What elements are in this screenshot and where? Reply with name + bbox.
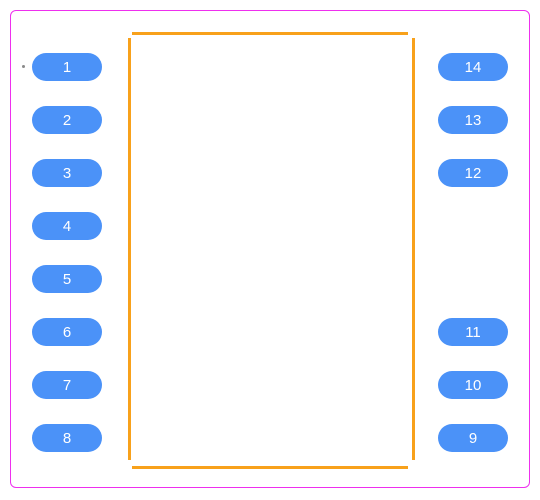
body-left-line xyxy=(128,38,131,460)
pad-2: 2 xyxy=(32,106,102,134)
pad-label: 1 xyxy=(63,59,71,76)
pad-label: 3 xyxy=(63,165,71,182)
pad-label: 11 xyxy=(465,324,481,341)
pad-5: 5 xyxy=(32,265,102,293)
pad-label: 7 xyxy=(63,377,71,394)
pad-1: 1 xyxy=(32,53,102,81)
pad-label: 6 xyxy=(63,324,71,341)
pad-13: 13 xyxy=(438,106,508,134)
body-right-line xyxy=(412,38,415,460)
pad-8: 8 xyxy=(32,424,102,452)
pad-6: 6 xyxy=(32,318,102,346)
pad-label: 13 xyxy=(465,112,482,129)
pad-label: 4 xyxy=(63,218,71,235)
footprint-canvas: 12345678 14131211109 xyxy=(0,0,540,500)
pad-4: 4 xyxy=(32,212,102,240)
body-bottom-line xyxy=(132,466,408,469)
pad-7: 7 xyxy=(32,371,102,399)
pad-label: 12 xyxy=(465,165,482,182)
pad-10: 10 xyxy=(438,371,508,399)
pad-3: 3 xyxy=(32,159,102,187)
pad-11: 11 xyxy=(438,318,508,346)
pad-14: 14 xyxy=(438,53,508,81)
pad-label: 10 xyxy=(465,377,482,394)
pin1-marker-dot xyxy=(22,65,25,68)
pad-label: 14 xyxy=(465,59,482,76)
pad-label: 8 xyxy=(63,430,71,447)
outer-frame xyxy=(10,10,530,488)
pad-label: 5 xyxy=(63,271,71,288)
body-top-line xyxy=(132,32,408,35)
pad-9: 9 xyxy=(438,424,508,452)
pad-label: 2 xyxy=(63,112,71,129)
pad-12: 12 xyxy=(438,159,508,187)
pad-label: 9 xyxy=(469,430,477,447)
